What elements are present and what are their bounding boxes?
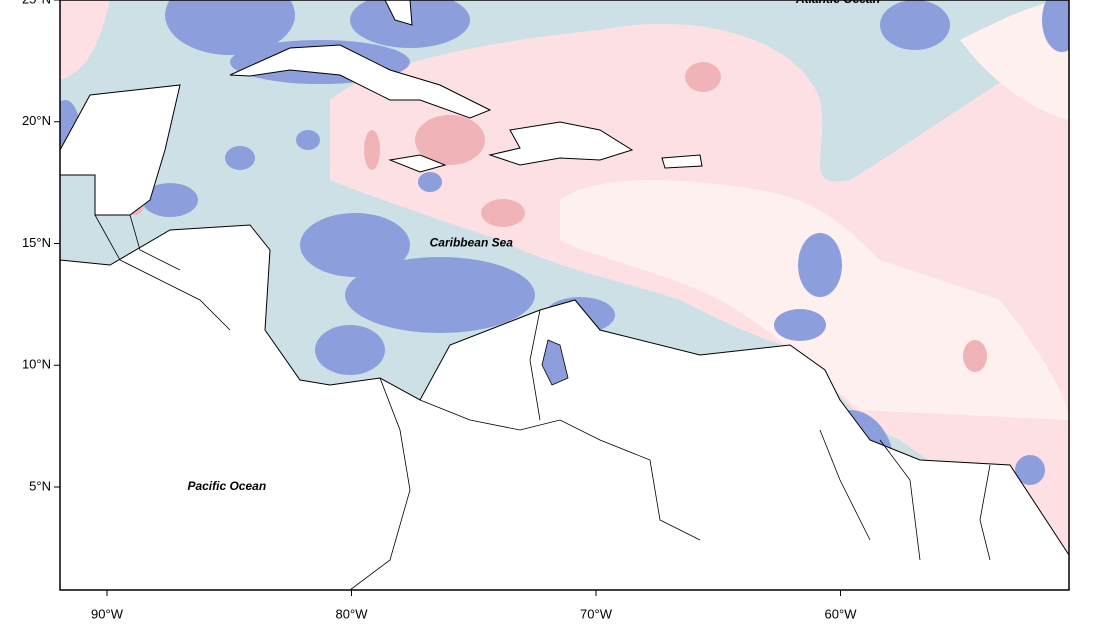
x-tick-label: 70°W [580,606,613,621]
y-tick-label: 15°N [22,235,51,250]
land-florida [384,0,413,26]
land-mainland [60,224,1069,590]
x-tick-label: 80°W [336,606,369,621]
land-puerto-rico [661,154,703,169]
place-label: Atlantic Ocean [795,0,880,6]
x-tick-label: 60°W [825,606,858,621]
land-yucatan [60,84,181,216]
y-tick-label: 5°N [29,478,51,493]
anomaly-positive [60,0,110,80]
land-jamaica [388,154,447,173]
land-cuba [229,44,492,119]
place-label: Pacific Ocean [187,479,266,493]
lake-maracaibo [541,339,569,386]
anomaly-weak [560,180,1069,420]
y-tick-label: 10°N [22,357,51,372]
x-tick-label: 90°W [91,606,124,621]
country-borders [94,214,991,590]
y-tick-label: 20°N [22,113,51,128]
map-field [60,0,1069,590]
y-tick-label: 25°N [22,0,51,6]
anomaly-weak [960,0,1069,120]
place-label: Caribbean Sea [430,236,514,250]
land-hispaniola [488,121,634,166]
map-frame [59,0,1070,591]
